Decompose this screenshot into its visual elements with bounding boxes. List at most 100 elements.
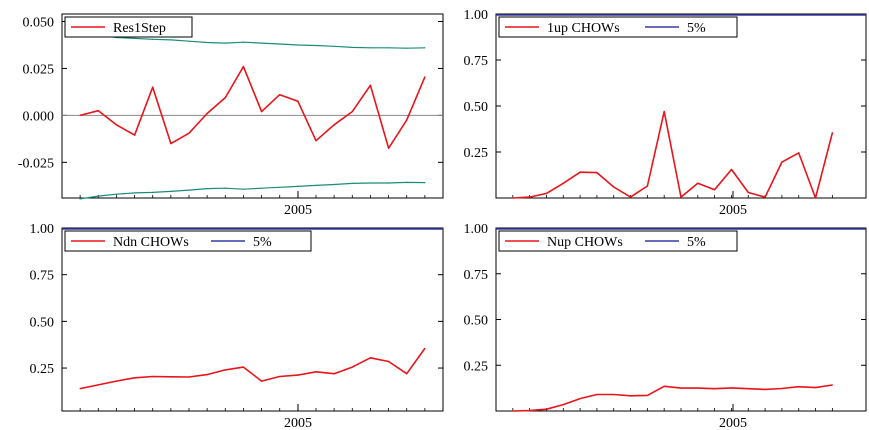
series-1-point xyxy=(369,47,372,49)
series-2-point xyxy=(387,182,390,184)
series-0-line xyxy=(79,347,426,390)
series-0-point xyxy=(512,410,514,412)
legend-box xyxy=(498,230,738,252)
series-0-point xyxy=(279,94,281,96)
series-0-point xyxy=(79,114,81,116)
series-0-point xyxy=(512,197,514,199)
series-0-point xyxy=(315,140,317,142)
series-0-point xyxy=(369,84,372,86)
series-0-point xyxy=(206,112,208,115)
series-0-point xyxy=(424,347,426,350)
series-0-point xyxy=(697,387,699,389)
series-0-point xyxy=(747,388,749,390)
series-0-point xyxy=(297,374,299,376)
series-0-point xyxy=(747,191,749,194)
series-0-point xyxy=(242,65,245,68)
series-0-point xyxy=(387,147,390,149)
series-0-point xyxy=(613,186,615,188)
series-0-point xyxy=(188,376,190,378)
y-tick-label: 0.75 xyxy=(30,269,55,284)
series-2-point xyxy=(242,188,245,190)
series-2-point xyxy=(152,191,154,193)
y-tick-label: 0.50 xyxy=(464,314,489,329)
legend: 1up CHOWs 5% xyxy=(498,16,738,38)
series-0-point xyxy=(424,76,426,78)
series-0-point xyxy=(133,134,136,136)
series-0-point xyxy=(260,380,263,382)
y-tick-label: 0.25 xyxy=(464,146,489,161)
series-0-point xyxy=(297,100,299,102)
series-0-point xyxy=(781,161,783,163)
y-tick-label: 0.25 xyxy=(30,362,55,377)
series-0-point xyxy=(798,386,800,388)
legend-label: Ndn CHOWs xyxy=(113,235,189,250)
series-0-point xyxy=(188,132,190,134)
series-0-point xyxy=(730,168,733,171)
series-0-point xyxy=(781,387,783,390)
panel-2: 0.25 0.50 0.75 1.00 2005 1up CHOWs 5% xyxy=(464,8,867,218)
panel-3: 0.25 0.50 0.75 1.00 2005 Ndn CHOWs 5% xyxy=(30,222,444,430)
series-0-point xyxy=(242,366,245,368)
series-2-line xyxy=(80,181,425,200)
series-2-point xyxy=(279,186,281,188)
y-tick-label: 1.00 xyxy=(30,222,55,237)
series-0-line xyxy=(512,110,834,199)
legend-label: 5% xyxy=(687,21,706,36)
series-0-point xyxy=(663,385,665,387)
series-0-point xyxy=(680,196,682,198)
series-0-point xyxy=(764,196,766,198)
series-1-point xyxy=(260,42,263,44)
series-0-point xyxy=(351,366,353,368)
series-2-point xyxy=(315,184,317,187)
series-1-point xyxy=(333,45,335,47)
series-0-point xyxy=(224,96,226,99)
legend-label: Res1Step xyxy=(113,21,166,36)
series-0-point xyxy=(798,152,800,154)
series-1-point xyxy=(206,41,208,44)
legend: Ndn CHOWs 5% xyxy=(64,230,312,252)
series-1-point xyxy=(188,40,190,42)
series-0-point xyxy=(260,111,263,113)
series-0-point xyxy=(596,172,598,174)
series-0-line xyxy=(79,65,426,149)
series-0-point xyxy=(613,393,615,396)
y-tick-label: 0.050 xyxy=(23,16,55,31)
legend-label: 1up CHOWs xyxy=(547,21,620,36)
series-0-point xyxy=(714,189,716,191)
series-0-point xyxy=(579,171,581,173)
legend-label: Nup CHOWs xyxy=(547,235,623,250)
series-0-point xyxy=(562,403,564,406)
series-0-point xyxy=(333,124,335,126)
series-2-point xyxy=(97,195,99,197)
series-0-point xyxy=(529,410,531,412)
series-0-point xyxy=(831,384,833,386)
y-tick-label: 1.00 xyxy=(464,222,489,237)
series-0-point xyxy=(831,132,833,134)
series-0-point xyxy=(133,377,136,379)
series-1-point xyxy=(133,37,136,40)
series-1-point xyxy=(242,41,245,43)
series-2-point xyxy=(115,193,118,195)
series-2-point xyxy=(369,182,372,184)
series-0-point xyxy=(152,375,154,378)
series-0-point xyxy=(814,386,817,389)
series-0-point xyxy=(697,182,699,184)
legend-label: 5% xyxy=(687,235,706,250)
panel-1: -0.025 0.000 0.025 0.050 2005 Res1Step xyxy=(18,13,444,218)
series-0-point xyxy=(97,110,99,112)
y-tick-label: 0.50 xyxy=(30,315,55,330)
series-0-point xyxy=(279,375,281,378)
y-tick-label: 0.75 xyxy=(464,54,489,69)
y-tick-label: -0.025 xyxy=(18,156,54,171)
panel-4: 0.25 0.50 0.75 1.00 2005 Nup CHOWs 5% xyxy=(464,222,867,430)
legend-box xyxy=(498,16,738,38)
legend-box xyxy=(64,230,312,252)
series-0-point xyxy=(97,384,99,386)
legend: Nup CHOWs 5% xyxy=(498,230,738,252)
series-1-point xyxy=(224,42,226,44)
series-0-point xyxy=(814,197,817,199)
series-2-point xyxy=(133,192,136,194)
series-0-point xyxy=(206,373,208,376)
series-2-point xyxy=(79,198,81,200)
y-tick-label: 0.025 xyxy=(23,62,55,77)
